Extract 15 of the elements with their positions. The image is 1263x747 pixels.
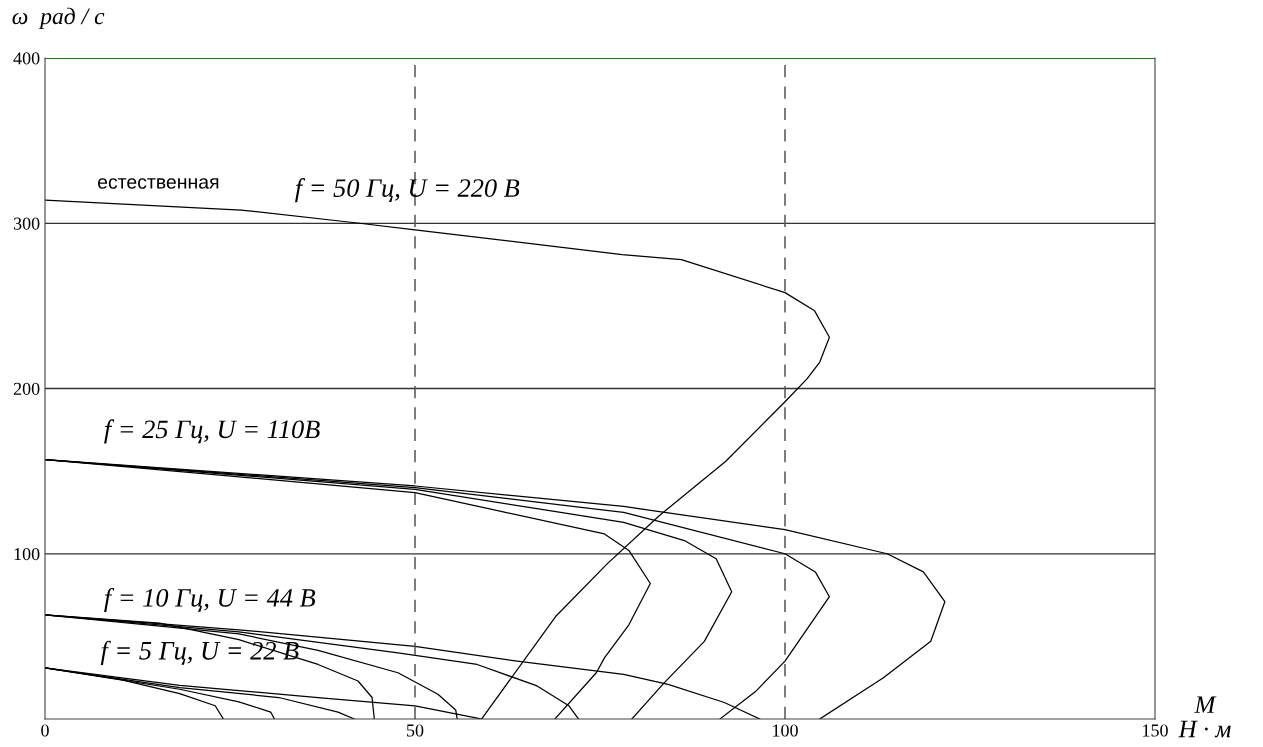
x-tick-label: 150 <box>1143 724 1168 737</box>
annotation: f = 25 Гц, U = 110В <box>104 419 320 444</box>
x-tick-label: 50 <box>407 724 424 737</box>
y-tick-label: 300 <box>13 217 40 230</box>
y-tick-label: 400 <box>13 52 40 65</box>
annotation: естественная <box>98 178 219 189</box>
annotation: f = 5 Гц, U = 22 В <box>100 640 299 665</box>
annotation: f = 50 Гц, U = 220 В <box>295 178 520 203</box>
annotation: f = 10 Гц, U = 44 В <box>104 587 316 613</box>
x-tick-label: 100 <box>773 724 798 737</box>
y-tick-label: 100 <box>14 548 40 561</box>
x-axis-title: M Н · м <box>1178 696 1231 738</box>
x-tick-label: 0 <box>41 724 49 737</box>
y-tick-label: 200 <box>13 382 40 395</box>
y-axis-title: ω рад / с <box>12 7 105 30</box>
